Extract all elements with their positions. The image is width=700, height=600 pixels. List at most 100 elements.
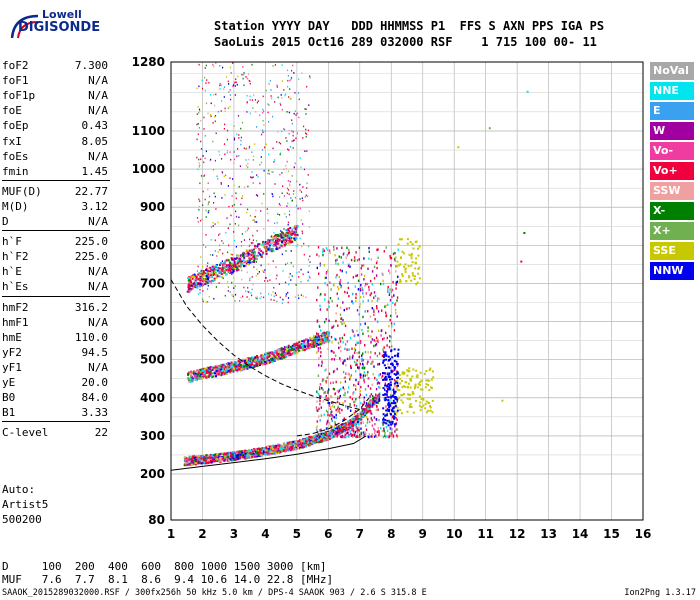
echo-point: [330, 395, 333, 399]
echo-point: [363, 432, 365, 436]
echo-point: [235, 365, 238, 368]
echo-point: [300, 191, 303, 193]
echo-point: [292, 147, 294, 149]
echo-point: [316, 420, 318, 423]
echo-point: [314, 338, 317, 341]
echo-point: [271, 294, 273, 296]
echo-point: [367, 299, 369, 302]
echo-point: [337, 433, 340, 436]
echo-point: [253, 255, 255, 258]
echo-point: [376, 396, 379, 399]
echo-point: [306, 341, 309, 344]
echo-point: [220, 373, 223, 376]
echo-point: [256, 364, 259, 367]
echo-point: [244, 264, 247, 267]
echo-point: [376, 260, 378, 263]
echo-point: [360, 411, 363, 414]
echo-point: [304, 345, 307, 348]
echo-point: [205, 282, 208, 285]
echo-point: [256, 297, 258, 300]
echo-point: [255, 247, 258, 249]
echo-point: [295, 444, 298, 447]
echo-point: [333, 245, 335, 249]
echo-point: [318, 429, 321, 432]
echo-point: [288, 235, 290, 237]
echo-point: [284, 128, 286, 131]
echo-point: [289, 446, 292, 449]
echo-point: [197, 377, 200, 380]
echo-point: [310, 337, 313, 340]
echo-point: [374, 399, 377, 402]
echo-point: [191, 380, 193, 383]
echo-point: [245, 230, 247, 233]
echo-point: [273, 286, 275, 289]
echo-point: [364, 412, 366, 416]
echo-point: [189, 372, 192, 375]
echo-point: [197, 373, 200, 376]
echo-point: [349, 430, 351, 433]
echo-point: [362, 366, 364, 370]
echo-point: [249, 99, 251, 101]
echo-point: [307, 279, 309, 282]
echo-point: [285, 168, 287, 170]
echo-point: [254, 221, 256, 223]
echo-point: [275, 351, 278, 354]
echo-point: [213, 192, 215, 195]
echo-point: [304, 196, 306, 198]
echo-point: [276, 141, 278, 143]
echo-point: [228, 265, 231, 268]
echo-point: [198, 272, 201, 275]
echo-point: [364, 374, 366, 377]
echo-point: [211, 272, 214, 275]
echo-point: [296, 225, 299, 228]
echo-point: [285, 446, 288, 449]
echo-point: [356, 363, 358, 366]
echo-point: [238, 137, 240, 139]
echo-point: [277, 348, 280, 351]
echo-point: [342, 360, 345, 363]
echo-point: [384, 305, 386, 308]
echo-point: [282, 355, 285, 358]
echo-point: [324, 340, 327, 343]
echo-point: [367, 384, 369, 388]
echo-point: [288, 441, 291, 444]
echo-point: [227, 259, 230, 262]
echo-point: [253, 257, 256, 260]
echo-point: [251, 288, 253, 291]
echo-point: [336, 304, 338, 307]
echo-point: [278, 214, 281, 216]
echo-point: [267, 280, 269, 282]
echo-point: [337, 407, 339, 410]
echo-point: [335, 276, 337, 279]
echo-point: [206, 288, 209, 290]
echo-point: [387, 435, 390, 439]
echo-point: [248, 249, 251, 252]
echo-point: [357, 421, 360, 424]
echo-point: [280, 347, 283, 350]
echo-point: [334, 420, 336, 424]
echo-point: [391, 345, 393, 348]
echo-point: [276, 300, 278, 303]
echo-point: [286, 140, 288, 142]
echo-point: [353, 259, 356, 262]
echo-point: [318, 272, 320, 275]
echo-point: [235, 458, 238, 461]
echo-point: [339, 306, 342, 309]
echo-point: [207, 370, 209, 373]
echo-point: [248, 245, 250, 248]
echo-point: [267, 243, 270, 246]
echo-point: [200, 158, 202, 161]
echo-point: [344, 394, 346, 397]
echo-point: [375, 261, 378, 265]
echo-point: [283, 346, 286, 348]
echo-point: [337, 431, 340, 434]
echo-point: [270, 95, 272, 97]
echo-point: [394, 425, 396, 428]
echo-point: [376, 435, 378, 438]
param-separator: [2, 230, 110, 232]
echo-point: [217, 221, 219, 224]
echo-point: [197, 374, 200, 377]
echo-point: [378, 430, 380, 433]
echo-point: [377, 248, 379, 251]
echo-point: [367, 326, 369, 329]
